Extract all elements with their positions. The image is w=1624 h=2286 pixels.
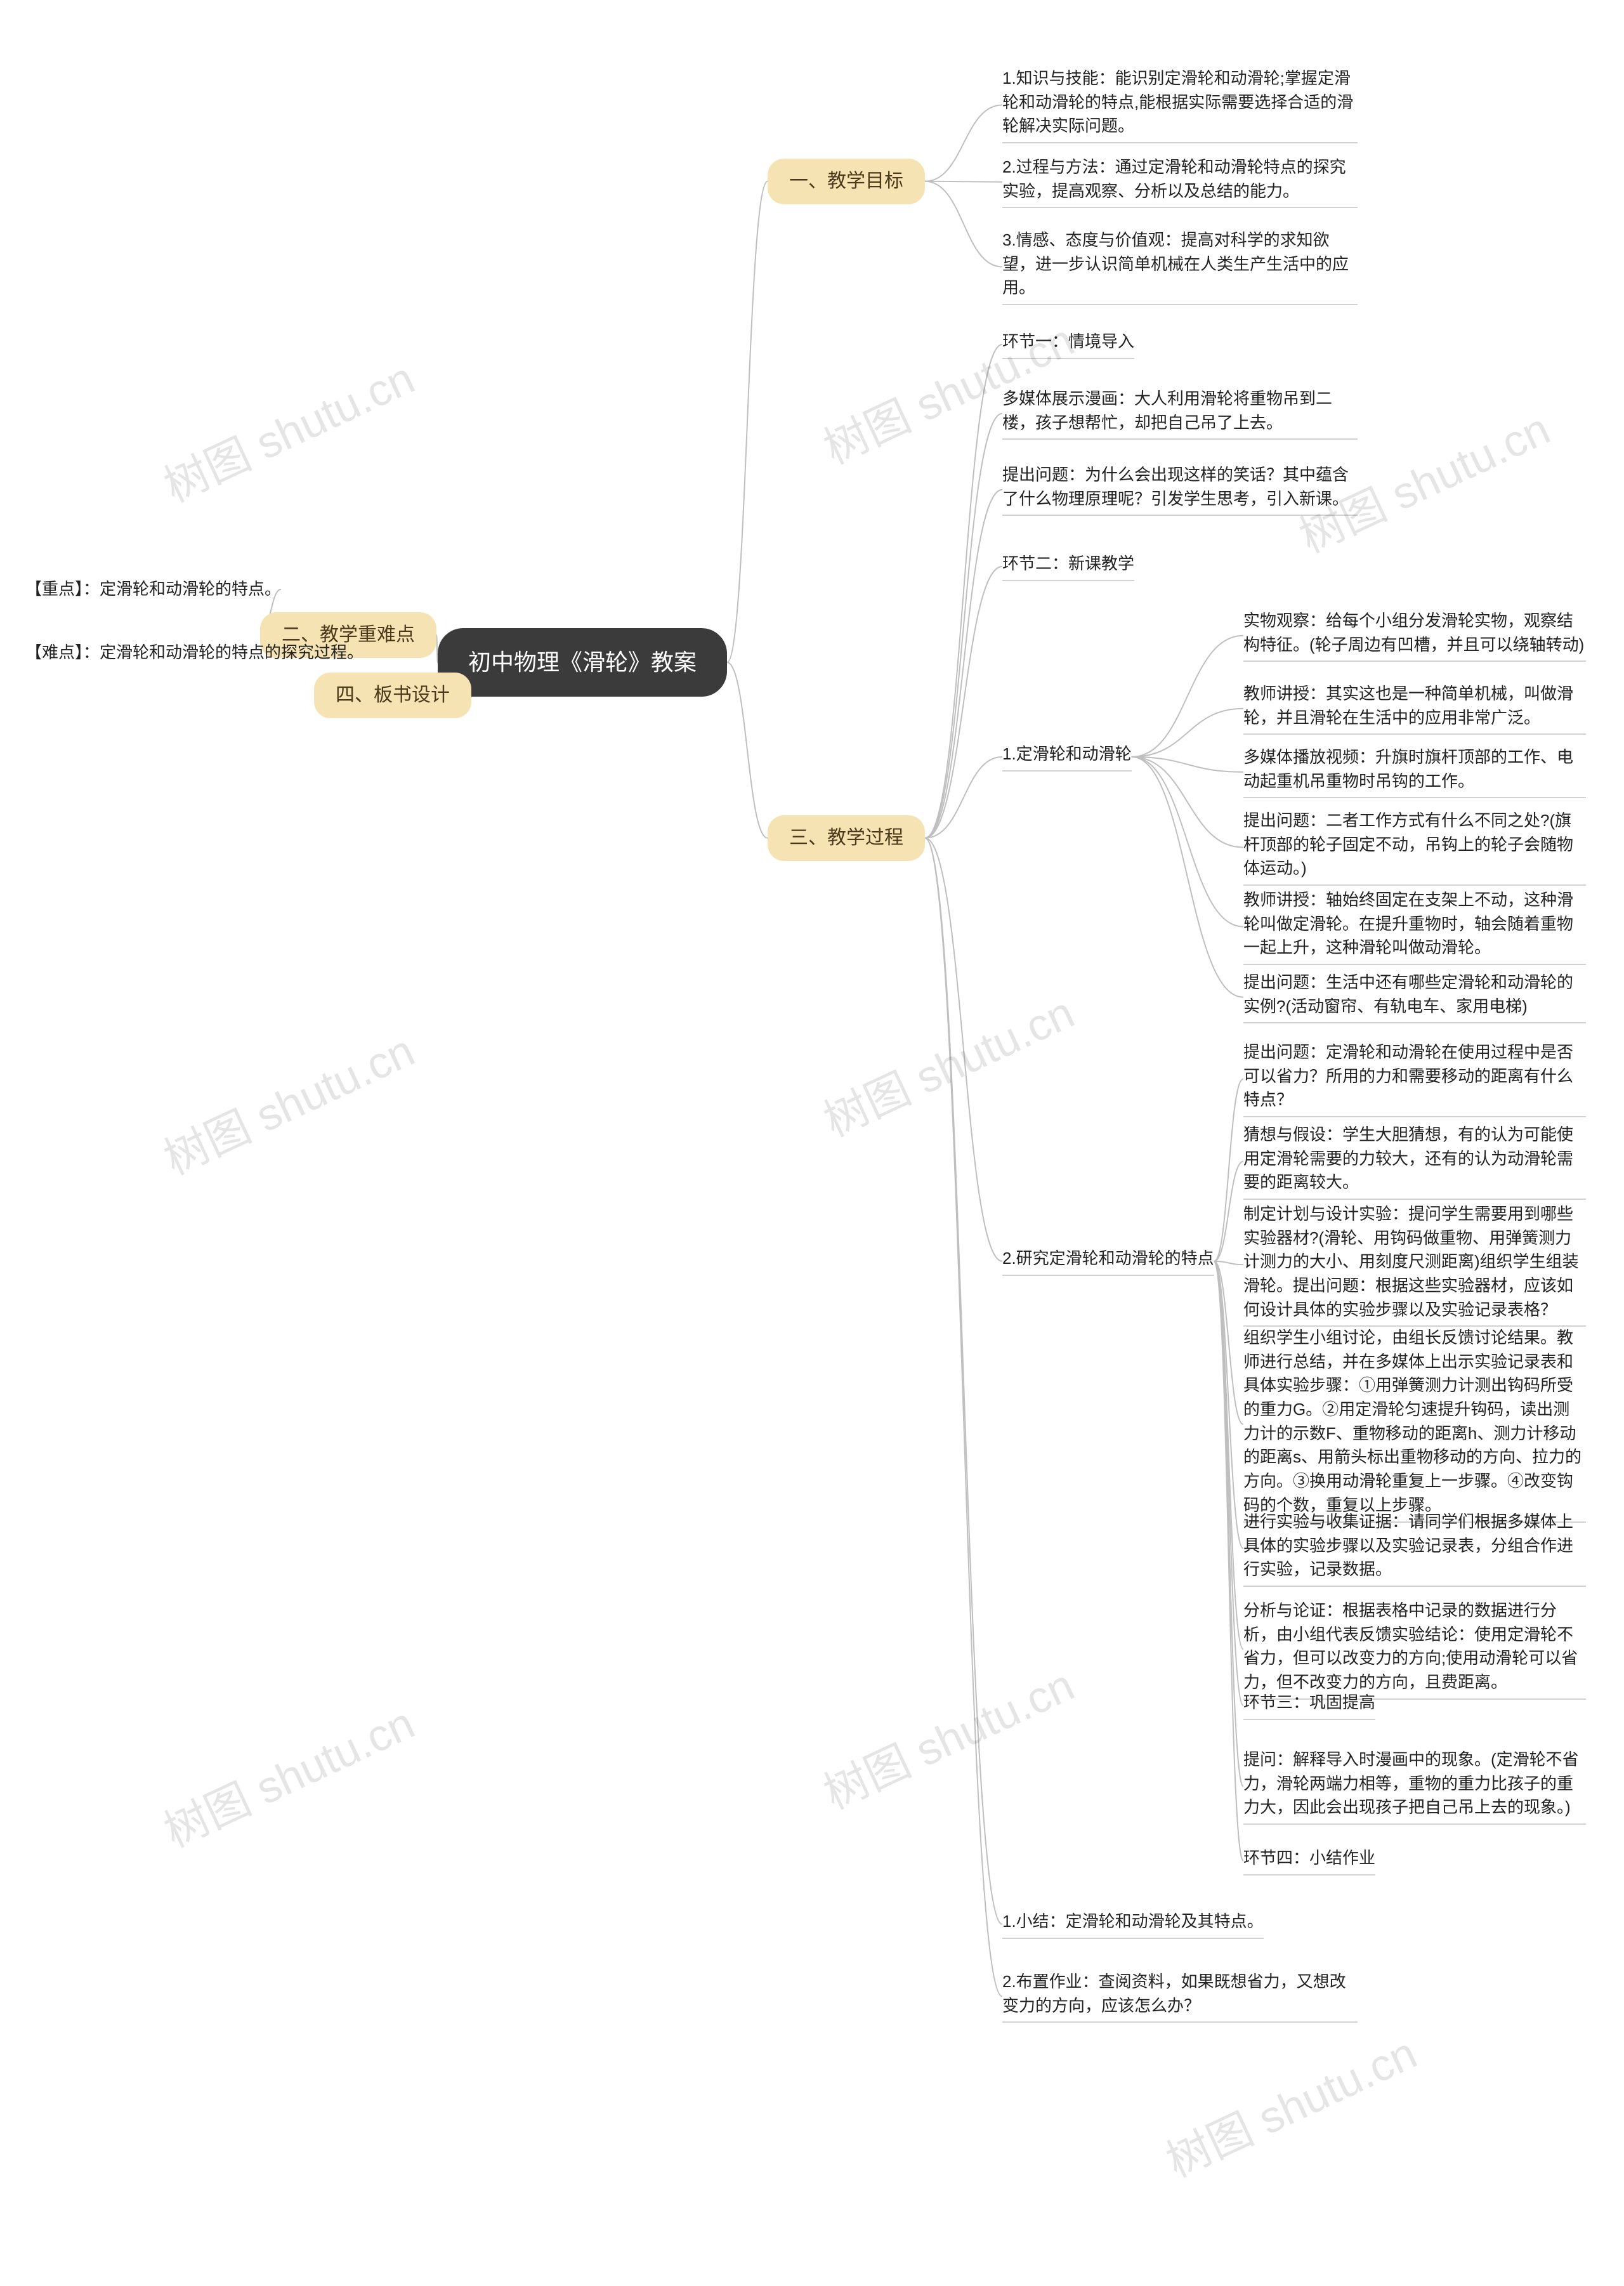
mindmap-canvas: 初中物理《滑轮》教案一、教学目标二、教学重难点四、板书设计三、教学过程1.知识与…	[0, 0, 1624, 2286]
connector	[925, 345, 1002, 838]
branch-b1: 一、教学目标	[768, 159, 925, 204]
connector	[1214, 1079, 1243, 1261]
connector	[925, 567, 1002, 838]
connector	[1132, 709, 1243, 757]
leaf-s1c: 多媒体播放视频：升旗时旗杆顶部的工作、电动起重机吊重物时吊钩的工作。	[1243, 746, 1586, 798]
leaf-b3e1b: 提出问题：为什么会出现这样的笑话？其中蕴含了什么物理原理呢？引发学生思考，引入新…	[1002, 463, 1358, 516]
connector	[1214, 1261, 1243, 1265]
leaf-s2i: 环节四：小结作业	[1243, 1846, 1375, 1875]
leaf-b3x1: 1.小结：定滑轮和动滑轮及其特点。	[1002, 1910, 1264, 1939]
connector	[925, 757, 1002, 838]
watermark: 树图 shutu.cn	[812, 1650, 1083, 1822]
connector	[1132, 757, 1243, 772]
connector	[1214, 1162, 1243, 1261]
leaf-s1: 1.定滑轮和动滑轮	[1002, 742, 1132, 772]
connector	[1214, 1261, 1243, 1650]
connector	[1132, 757, 1243, 997]
leaf-s1b: 教师讲授：其实这也是一种简单机械，叫做滑轮，并且滑轮在生活中的应用非常广泛。	[1243, 682, 1586, 735]
leaf-s1d: 提出问题：二者工作方式有什么不同之处?(旗杆顶部的轮子固定不动，吊钩上的轮子会随…	[1243, 809, 1586, 886]
leaf-b2l1: 【重点】：定滑轮和动滑轮的特点。	[25, 577, 281, 601]
watermark: 树图 shutu.cn	[152, 343, 423, 515]
watermark: 树图 shutu.cn	[1155, 2018, 1425, 2190]
leaf-s1a: 实物观察：给每个小组分发滑轮实物，观察结构特征。(轮子周边有凹槽，并且可以绕轴转…	[1243, 609, 1586, 662]
connector	[925, 838, 1002, 1261]
leaf-s2g: 环节三：巩固提高	[1243, 1691, 1375, 1720]
connector	[1214, 1261, 1243, 1549]
connector	[925, 838, 1002, 1997]
leaf-s2a: 提出问题：定滑轮和动滑轮在使用过程中是否可以省力？所用的力和需要移动的距离有什么…	[1243, 1041, 1586, 1117]
connector	[1214, 1261, 1243, 1424]
connector	[925, 181, 1002, 182]
watermark: 树图 shutu.cn	[152, 1688, 423, 1860]
leaf-s1e: 教师讲授：轴始终固定在支架上不动，这种滑轮叫做定滑轮。在提升重物时，轴会随着重物…	[1243, 888, 1586, 965]
connector	[1132, 757, 1243, 927]
connector	[925, 181, 1002, 267]
leaf-b1l3: 3.情感、态度与价值观：提高对科学的求知欲望，进一步认识简单机械在人类生产生活中…	[1002, 228, 1358, 305]
leaf-b1l2: 2.过程与方法：通过定滑轮和动滑轮特点的探究实验，提高观察、分析以及总结的能力。	[1002, 155, 1358, 208]
leaf-s2c: 制定计划与设计实验：提问学生需要用到哪些实验器材?(滑轮、用钩码做重物、用弹簧测…	[1243, 1202, 1586, 1327]
connector	[925, 490, 1002, 838]
branch-b4: 四、板书设计	[314, 673, 471, 718]
watermark: 树图 shutu.cn	[812, 978, 1083, 1150]
connector	[925, 105, 1002, 181]
leaf-b2l2: 【难点】：定滑轮和动滑轮的特点的探究过程。	[25, 641, 363, 665]
leaf-b3e1: 环节一：情境导入	[1002, 330, 1134, 359]
connector	[727, 662, 768, 838]
leaf-b1l1: 1.知识与技能：能识别定滑轮和动滑轮;掌握定滑轮和动滑轮的特点,能根据实际需要选…	[1002, 67, 1358, 143]
leaf-s2b: 猜想与假设：学生大胆猜想，有的认为可能使用定滑轮需要的力较大，还有的认为动滑轮需…	[1243, 1123, 1586, 1200]
connector	[1214, 1261, 1243, 1705]
leaf-s2: 2.研究定滑轮和动滑轮的特点	[1002, 1247, 1214, 1276]
leaf-s2f: 分析与论证：根据表格中记录的数据进行分析，由小组代表反馈实验结论：使用定滑轮不省…	[1243, 1599, 1586, 1700]
connector	[1214, 1261, 1243, 1861]
leaf-s2d: 组织学生小组讨论，由组长反馈讨论结果。教师进行总结，并在多媒体上出示实验记录表和…	[1243, 1326, 1586, 1523]
branch-b3: 三、教学过程	[768, 815, 925, 861]
watermark: 树图 shutu.cn	[152, 1016, 423, 1188]
connector	[1132, 757, 1243, 848]
connector	[925, 414, 1002, 838]
connector	[727, 181, 768, 662]
connector	[1132, 636, 1243, 757]
leaf-s2h: 提问：解释导入时漫画中的现象。(定滑轮不省力，滑轮两端力相等，重物的重力比孩子的…	[1243, 1748, 1586, 1825]
connector	[1214, 1261, 1243, 1787]
connector	[925, 838, 1002, 1924]
leaf-b3e1a: 多媒体展示漫画：大人利用滑轮将重物吊到二楼，孩子想帮忙，却把自己吊了上去。	[1002, 387, 1358, 440]
leaf-s2e: 进行实验与收集证据：请同学们根据多媒体上具体的实验步骤以及实验记录表，分组合作进…	[1243, 1510, 1586, 1587]
leaf-b3e2: 环节二：新课教学	[1002, 552, 1134, 581]
leaf-b3x2: 2.布置作业：查阅资料，如果既想省力，又想改变力的方向，应该怎么办？	[1002, 1970, 1358, 2023]
root-node: 初中物理《滑轮》教案	[438, 628, 727, 697]
leaf-s1f: 提出问题：生活中还有哪些定滑轮和动滑轮的实例?(活动窗帘、有轨电车、家用电梯)	[1243, 971, 1586, 1023]
